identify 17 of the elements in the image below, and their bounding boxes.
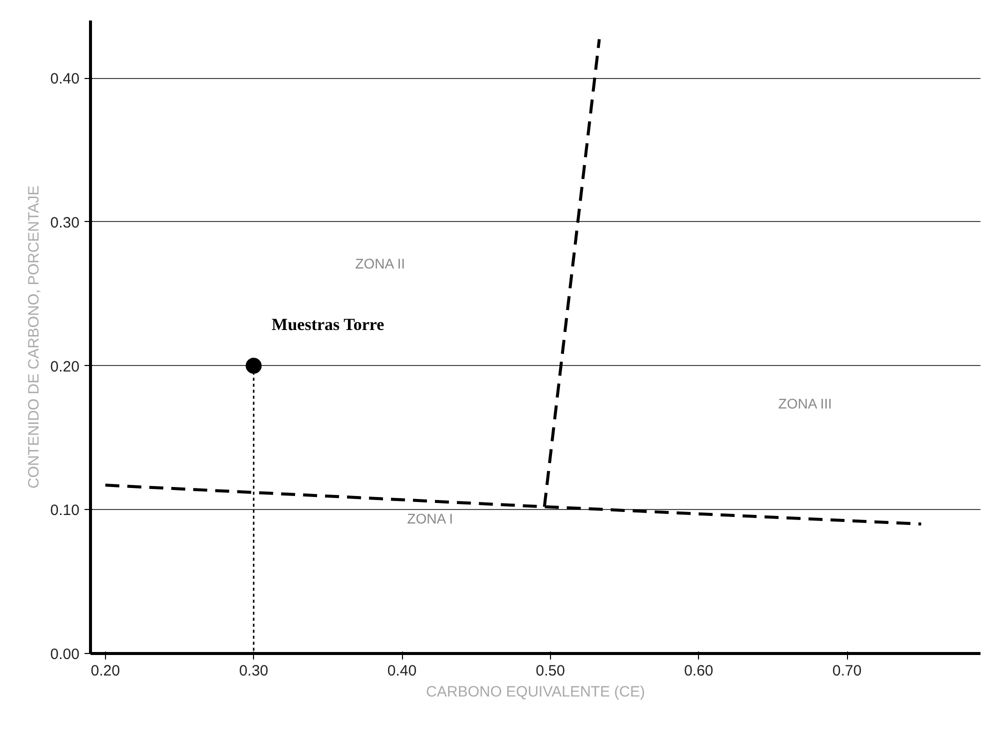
x-tick-label: 0.60	[684, 662, 714, 680]
y-tick-label: 0.10	[50, 502, 80, 520]
x-tick-label: 0.30	[239, 662, 268, 680]
annotation: ZONA I	[407, 510, 454, 526]
x-tick-label: 0.40	[387, 662, 417, 680]
annotation: ZONA III	[778, 396, 832, 412]
x-tick-label: 0.50	[536, 662, 565, 680]
x-axis-title: CARBONO EQUIVALENTE (CE)	[426, 684, 645, 700]
y-tick-label: 0.30	[50, 214, 80, 232]
x-tick-label: 0.70	[832, 662, 862, 680]
x-tick-label: 0.20	[90, 662, 120, 680]
annotation: ZONA II	[355, 256, 406, 272]
y-tick-label: 0.20	[50, 358, 80, 376]
y-tick-label: 0.40	[50, 70, 80, 88]
y-tick-label: 0.00	[50, 646, 80, 663]
series-label: Muestras Torre	[272, 314, 385, 334]
y-axis-title: CONTENIDO DE CARBONO, PORCENTAJE	[25, 185, 42, 489]
